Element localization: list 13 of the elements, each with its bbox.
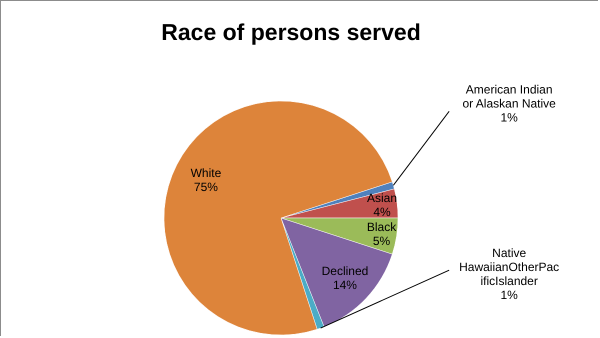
slice-label: Black bbox=[366, 220, 398, 234]
data-label: 75% bbox=[194, 180, 218, 194]
slice-label: Native HawaiianOtherPacificIslander bbox=[459, 246, 560, 288]
slice-label: Asian bbox=[366, 191, 398, 206]
data-label: 4% bbox=[373, 205, 391, 220]
slice-label: White bbox=[190, 166, 222, 180]
slice-label: American Indian or Alaskan Native bbox=[462, 82, 556, 110]
data-label: 1% bbox=[500, 110, 518, 124]
data-label: 1% bbox=[500, 288, 518, 302]
slice-label: Declined bbox=[322, 264, 368, 278]
chart-title: Race of persons served bbox=[161, 19, 421, 45]
data-label: 5% bbox=[372, 234, 391, 248]
data-label: 14% bbox=[332, 278, 358, 292]
